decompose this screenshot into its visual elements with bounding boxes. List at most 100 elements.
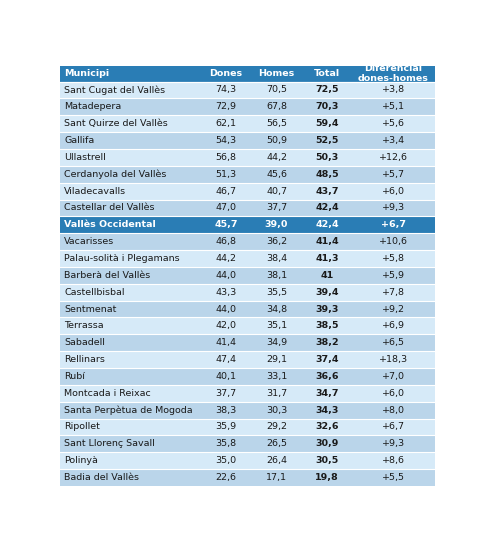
- Text: Vallès Occidental: Vallès Occidental: [64, 220, 156, 229]
- FancyBboxPatch shape: [251, 166, 302, 183]
- Text: Municipi: Municipi: [64, 69, 109, 78]
- FancyBboxPatch shape: [353, 98, 435, 115]
- FancyBboxPatch shape: [251, 199, 302, 216]
- Text: 40,1: 40,1: [215, 372, 237, 381]
- Text: Matadepera: Matadepera: [64, 102, 121, 111]
- Text: 44,2: 44,2: [266, 153, 287, 162]
- Text: 41: 41: [320, 271, 334, 280]
- Text: Palau-solità i Plegamans: Palau-solità i Plegamans: [64, 254, 180, 263]
- Text: 56,8: 56,8: [215, 153, 237, 162]
- FancyBboxPatch shape: [60, 132, 201, 149]
- FancyBboxPatch shape: [201, 267, 251, 284]
- Text: 38,3: 38,3: [215, 406, 237, 414]
- Text: Total: Total: [314, 69, 340, 78]
- FancyBboxPatch shape: [251, 334, 302, 351]
- FancyBboxPatch shape: [302, 334, 353, 351]
- FancyBboxPatch shape: [251, 419, 302, 435]
- Text: 39,0: 39,0: [265, 220, 288, 229]
- Text: Ripollet: Ripollet: [64, 423, 100, 431]
- FancyBboxPatch shape: [60, 267, 201, 284]
- Text: +6,7: +6,7: [381, 220, 406, 229]
- Text: 47,0: 47,0: [215, 204, 237, 212]
- Text: 22,6: 22,6: [215, 473, 237, 482]
- FancyBboxPatch shape: [201, 66, 251, 81]
- Text: 40,7: 40,7: [266, 187, 287, 195]
- FancyBboxPatch shape: [201, 115, 251, 132]
- Text: 35,0: 35,0: [215, 456, 237, 465]
- FancyBboxPatch shape: [302, 66, 353, 81]
- Text: 70,5: 70,5: [266, 86, 287, 94]
- FancyBboxPatch shape: [353, 385, 435, 402]
- FancyBboxPatch shape: [353, 81, 435, 98]
- Text: Gallifa: Gallifa: [64, 136, 94, 145]
- FancyBboxPatch shape: [251, 250, 302, 267]
- Text: 67,8: 67,8: [266, 102, 287, 111]
- FancyBboxPatch shape: [353, 132, 435, 149]
- Text: +6,0: +6,0: [382, 389, 405, 398]
- Text: Viladecavalls: Viladecavalls: [64, 187, 126, 195]
- Text: Sant Llorenç Savall: Sant Llorenç Savall: [64, 440, 155, 448]
- FancyBboxPatch shape: [201, 317, 251, 334]
- FancyBboxPatch shape: [302, 469, 353, 486]
- FancyBboxPatch shape: [201, 419, 251, 435]
- Text: 32,6: 32,6: [315, 423, 339, 431]
- FancyBboxPatch shape: [201, 402, 251, 419]
- FancyBboxPatch shape: [60, 435, 201, 452]
- Text: Cerdanyola del Vallès: Cerdanyola del Vallès: [64, 169, 167, 179]
- FancyBboxPatch shape: [251, 368, 302, 385]
- FancyBboxPatch shape: [251, 301, 302, 317]
- FancyBboxPatch shape: [353, 469, 435, 486]
- Text: 35,8: 35,8: [215, 440, 237, 448]
- Text: +7,8: +7,8: [382, 288, 405, 296]
- FancyBboxPatch shape: [60, 368, 201, 385]
- FancyBboxPatch shape: [302, 385, 353, 402]
- FancyBboxPatch shape: [353, 301, 435, 317]
- Text: Sant Cugat del Vallès: Sant Cugat del Vallès: [64, 85, 165, 95]
- Text: Sant Quirze del Vallès: Sant Quirze del Vallès: [64, 119, 168, 128]
- FancyBboxPatch shape: [302, 149, 353, 166]
- FancyBboxPatch shape: [251, 66, 302, 81]
- Text: Homes: Homes: [258, 69, 295, 78]
- FancyBboxPatch shape: [353, 284, 435, 301]
- Text: +8,0: +8,0: [382, 406, 405, 414]
- FancyBboxPatch shape: [353, 402, 435, 419]
- FancyBboxPatch shape: [60, 284, 201, 301]
- FancyBboxPatch shape: [60, 402, 201, 419]
- FancyBboxPatch shape: [60, 419, 201, 435]
- Text: Santa Perpètua de Mogoda: Santa Perpètua de Mogoda: [64, 405, 193, 415]
- Text: +3,8: +3,8: [382, 86, 405, 94]
- FancyBboxPatch shape: [302, 368, 353, 385]
- FancyBboxPatch shape: [201, 183, 251, 199]
- Text: Sentmenat: Sentmenat: [64, 305, 116, 313]
- Text: 34,9: 34,9: [266, 338, 287, 347]
- Text: +5,9: +5,9: [382, 271, 405, 280]
- Text: 19,8: 19,8: [315, 473, 339, 482]
- FancyBboxPatch shape: [302, 166, 353, 183]
- FancyBboxPatch shape: [201, 452, 251, 469]
- Text: 44,0: 44,0: [215, 271, 237, 280]
- FancyBboxPatch shape: [353, 216, 435, 233]
- Text: Polinyà: Polinyà: [64, 456, 98, 465]
- Text: +5,8: +5,8: [382, 254, 405, 263]
- Text: +6,9: +6,9: [382, 322, 405, 330]
- FancyBboxPatch shape: [302, 317, 353, 334]
- FancyBboxPatch shape: [353, 334, 435, 351]
- FancyBboxPatch shape: [251, 469, 302, 486]
- FancyBboxPatch shape: [60, 334, 201, 351]
- FancyBboxPatch shape: [60, 469, 201, 486]
- Text: 37,4: 37,4: [315, 355, 339, 364]
- FancyBboxPatch shape: [60, 233, 201, 250]
- FancyBboxPatch shape: [302, 452, 353, 469]
- Text: +9,3: +9,3: [382, 440, 405, 448]
- FancyBboxPatch shape: [60, 115, 201, 132]
- Text: 35,5: 35,5: [266, 288, 287, 296]
- Text: Vacarisses: Vacarisses: [64, 237, 114, 246]
- FancyBboxPatch shape: [60, 317, 201, 334]
- Text: 62,1: 62,1: [215, 119, 237, 128]
- FancyBboxPatch shape: [201, 368, 251, 385]
- FancyBboxPatch shape: [302, 233, 353, 250]
- FancyBboxPatch shape: [353, 183, 435, 199]
- FancyBboxPatch shape: [302, 250, 353, 267]
- Text: 37,7: 37,7: [215, 389, 237, 398]
- Text: +9,3: +9,3: [382, 204, 405, 212]
